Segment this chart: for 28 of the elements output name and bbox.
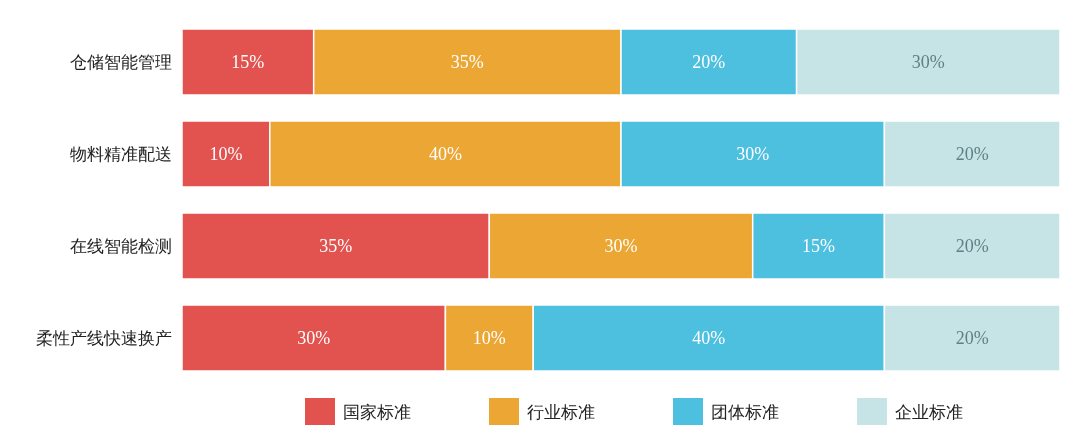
legend-item: 企业标准 <box>857 398 963 425</box>
data-label: 20% <box>692 52 726 72</box>
data-label: 10% <box>472 328 506 348</box>
data-label: 30% <box>297 328 331 348</box>
data-label: 10% <box>209 144 243 164</box>
legend-label: 国家标准 <box>343 402 411 422</box>
y-tick-label: 仓储智能管理 <box>70 52 172 72</box>
y-tick-label: 柔性产线快速换产 <box>36 328 172 348</box>
data-label: 15% <box>802 236 836 256</box>
legend-item: 国家标准 <box>305 398 411 425</box>
data-label: 30% <box>911 52 945 72</box>
data-label: 20% <box>955 144 989 164</box>
legend-label: 行业标准 <box>527 402 595 422</box>
data-label: 20% <box>955 328 989 348</box>
legend-item: 行业标准 <box>489 398 595 425</box>
data-label: 35% <box>450 52 484 72</box>
legend-item: 团体标准 <box>673 398 779 425</box>
y-tick-label: 物料精准配送 <box>70 144 172 164</box>
data-label: 40% <box>692 328 726 348</box>
legend-label: 团体标准 <box>711 402 779 422</box>
legend-label: 企业标准 <box>895 402 963 422</box>
data-label: 30% <box>604 236 638 256</box>
data-label: 40% <box>428 144 462 164</box>
data-label: 15% <box>231 52 265 72</box>
data-label: 30% <box>736 144 770 164</box>
data-label: 35% <box>319 236 353 256</box>
data-label: 20% <box>955 236 989 256</box>
y-tick-label: 在线智能检测 <box>70 236 172 256</box>
